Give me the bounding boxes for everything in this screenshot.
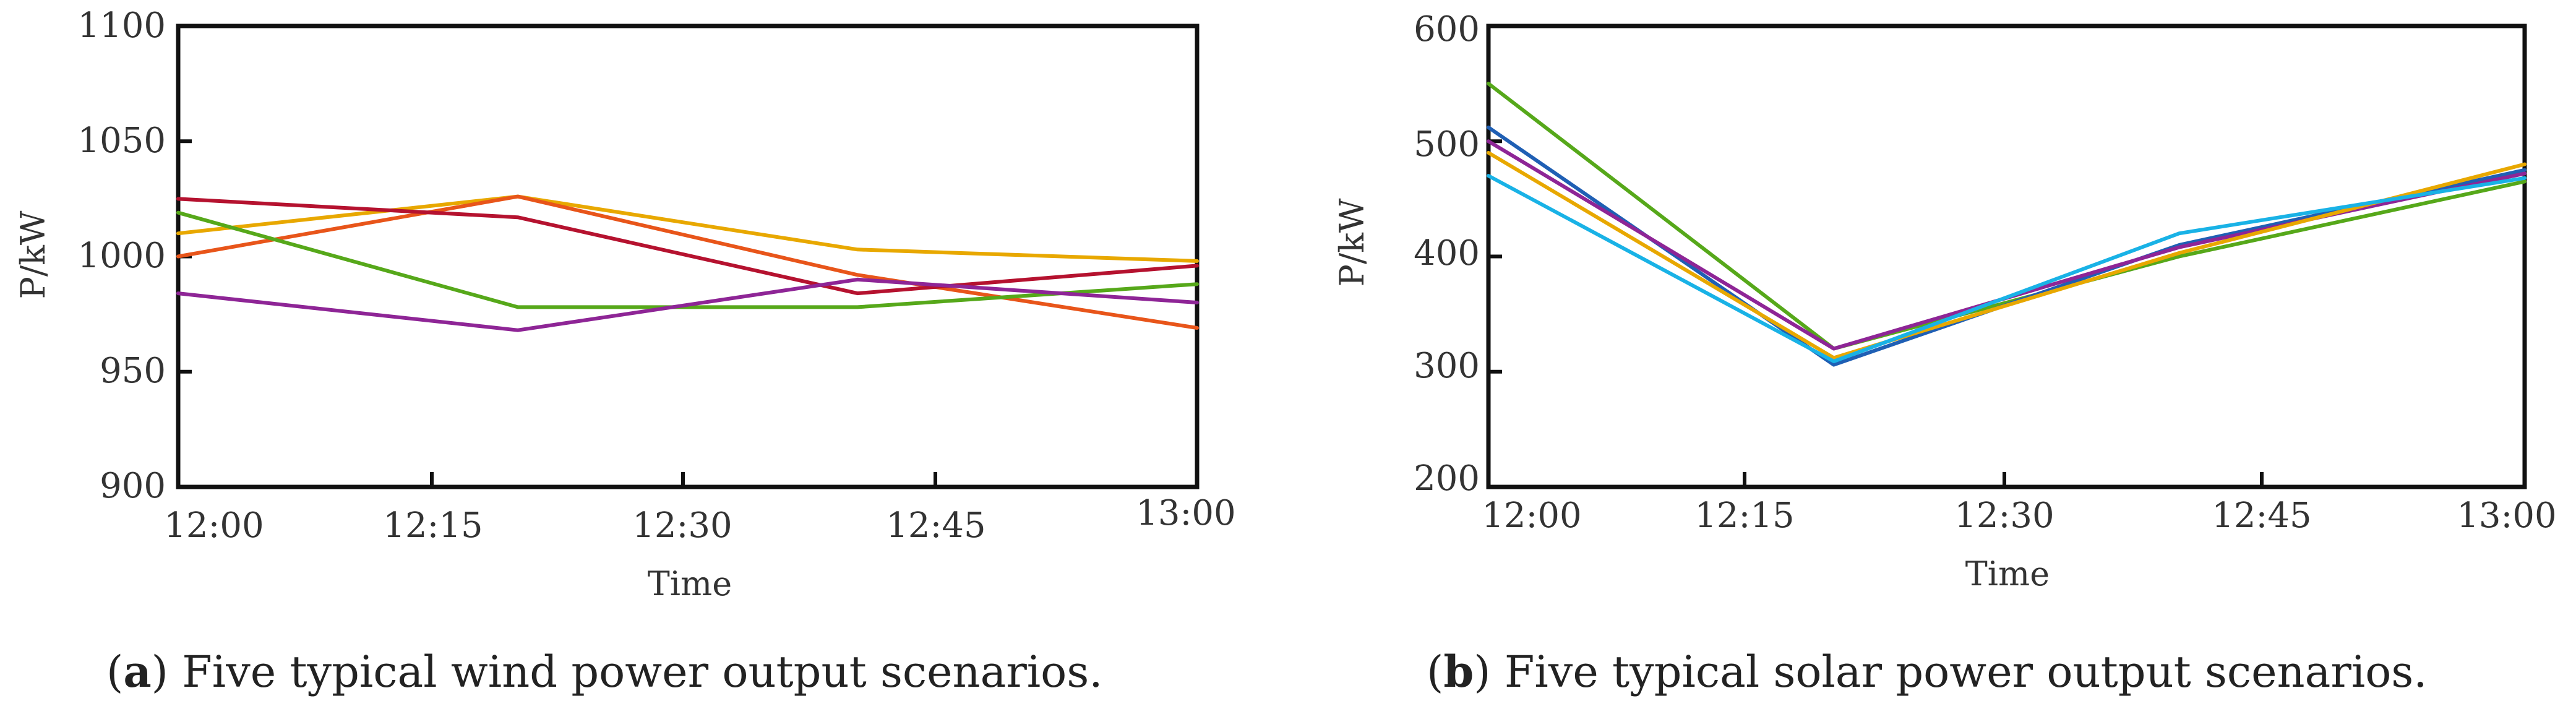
panel-b-series-line-4	[1487, 150, 2527, 360]
panel-b-x-tick-label: 12:15	[1694, 496, 1794, 536]
panel-a-series-group	[176, 194, 1199, 332]
panel-b-y-tick-label: 200	[1414, 458, 1480, 499]
panel-a-caption-letter: a	[123, 646, 151, 697]
panel-b-solar-chart: 600 500 400 300 200 12:00 12:15 12:30 12…	[1333, 9, 2557, 697]
panel-b-y-tick-label: 400	[1414, 233, 1480, 273]
panel-b-x-tick-label: 12:00	[1482, 496, 1581, 536]
panel-a-series-line-3	[176, 197, 1199, 296]
panel-b-x-tick-label: 12:30	[1954, 496, 2054, 536]
panel-a-x-axis-title: Time	[648, 564, 732, 603]
panel-b-caption: (b) Five typical solar power output scen…	[1427, 646, 2428, 697]
panel-a-y-tick-label: 1100	[77, 6, 166, 46]
panel-b-caption-text: Five typical solar power output scenario…	[1491, 647, 2428, 697]
panel-a-series-line-5	[176, 277, 1199, 332]
panel-a-y-tick-label: 950	[100, 351, 166, 391]
panel-a-y-tick-label: 1050	[77, 121, 166, 161]
panel-a-y-tick-label: 1000	[77, 236, 166, 276]
panel-a-caption-text: Five typical wind power output scenarios…	[168, 647, 1103, 697]
panel-b-series-line-1	[1487, 82, 2527, 351]
panel-a-x-tick-label: 12:45	[886, 505, 985, 546]
panel-b-y-tick-label: 300	[1414, 346, 1480, 386]
panel-b-series-group	[1487, 82, 2527, 367]
panel-b-ticks	[1488, 139, 2264, 487]
panel-a-wind-chart: 1100 1050 1000 950 900 12:00 12:15 12:30…	[14, 6, 1236, 697]
panel-b-caption-letter: b	[1443, 646, 1474, 697]
panel-b-y-tick-label: 500	[1414, 124, 1480, 165]
panel-a-x-tick-label: 13:00	[1136, 493, 1235, 533]
panel-a-y-axis-title: P/kW	[14, 210, 53, 299]
panel-b-y-axis-title: P/kW	[1333, 198, 1372, 286]
panel-b-x-tick-label: 12:45	[2212, 496, 2311, 536]
panel-a-series-line-2	[176, 194, 1199, 330]
panel-a-y-tick-label: 900	[100, 466, 166, 506]
panel-b-x-tick-label: 13:00	[2457, 496, 2556, 536]
panel-b-series-line-5	[1487, 174, 2527, 363]
panel-a-series-line-1	[176, 194, 1199, 263]
panel-b-y-tick-label: 600	[1414, 9, 1480, 49]
panel-a-caption: (a) Five typical wind power output scena…	[106, 646, 1103, 697]
panel-b-x-axis-title: Time	[1965, 554, 2050, 593]
panel-a-series-line-4	[176, 210, 1199, 309]
panel-a-x-tick-label: 12:30	[632, 505, 732, 546]
panel-a-x-tick-label: 12:00	[164, 505, 264, 546]
panel-a-x-tick-label: 12:15	[383, 505, 483, 546]
